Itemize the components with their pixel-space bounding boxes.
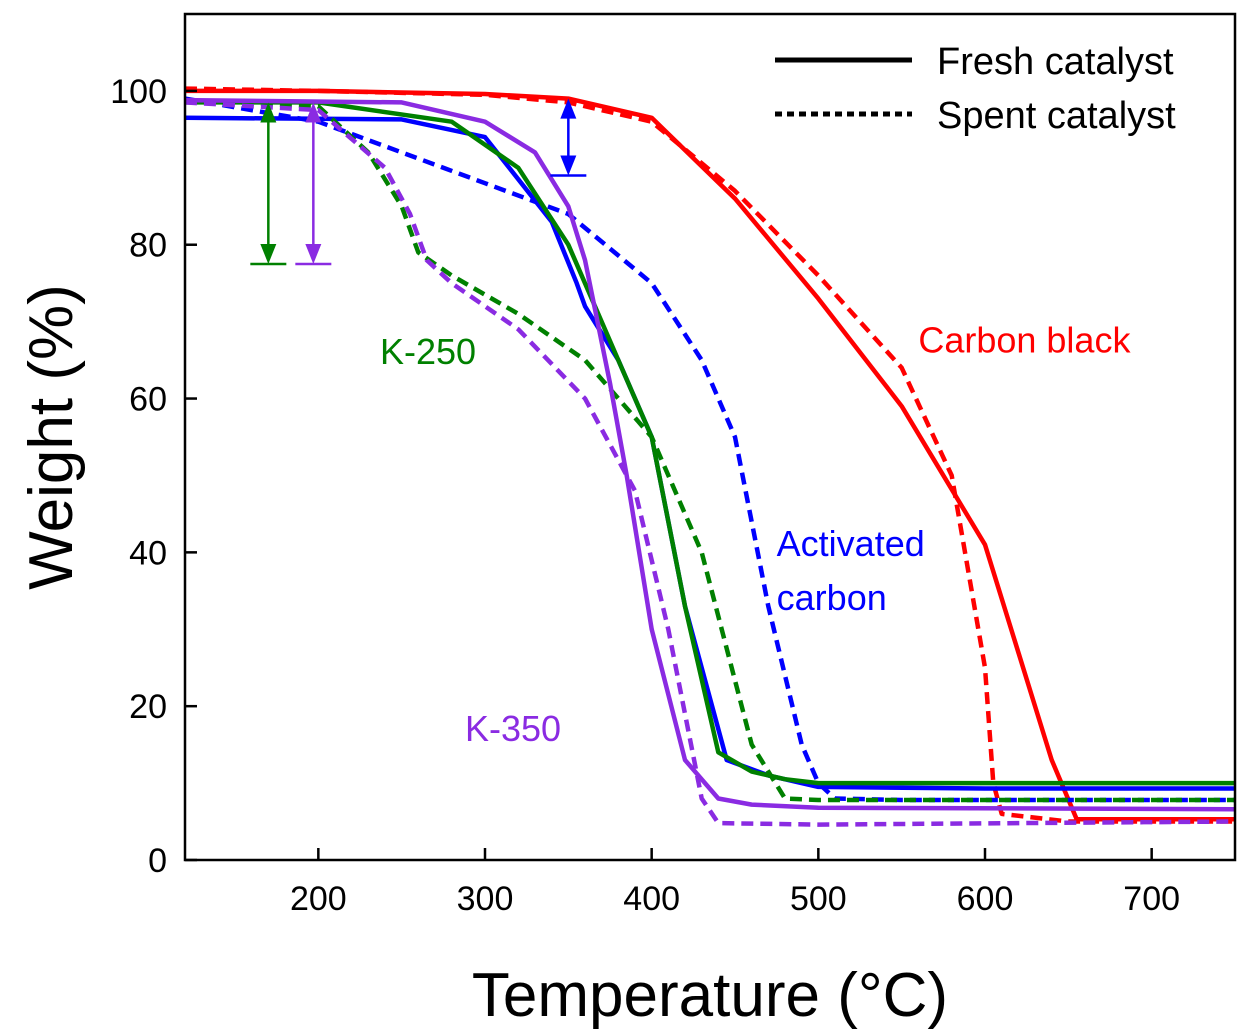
annotation-activated: Activated bbox=[777, 523, 925, 564]
y-tick-label: 20 bbox=[129, 688, 167, 726]
annotation-k-250: K-250 bbox=[380, 331, 476, 372]
y-tick-label: 0 bbox=[148, 842, 167, 880]
weight-loss-arrows bbox=[250, 98, 587, 266]
weight-loss-arrow bbox=[250, 102, 287, 266]
series-curves bbox=[184, 86, 1236, 827]
x-tick-label: 700 bbox=[1123, 880, 1180, 918]
y-tick-label: 40 bbox=[129, 534, 167, 572]
legend-label-fresh: Fresh catalyst bbox=[937, 41, 1174, 83]
annotation-carbon-black: Carbon black bbox=[918, 319, 1131, 360]
legend-label-spent: Spent catalyst bbox=[937, 95, 1176, 137]
series-k-350-spent-line bbox=[184, 100, 1236, 827]
annotation-k-350: K-350 bbox=[465, 708, 561, 749]
legend: Fresh catalyst Spent catalyst bbox=[775, 41, 1176, 137]
series-annotations: Carbon black Activated carbon K-250 K-350 bbox=[380, 319, 1131, 748]
series-k-250-spent-line bbox=[184, 97, 1235, 803]
series-activated-carbon-fresh-line bbox=[184, 115, 1235, 791]
x-tick-label: 200 bbox=[290, 880, 347, 918]
x-axis-title: Temperature (°C) bbox=[472, 961, 948, 1030]
series-carbon-black-fresh-line bbox=[185, 88, 1235, 822]
y-tick-label: 100 bbox=[110, 73, 167, 111]
weight-loss-arrow bbox=[295, 102, 332, 266]
x-tick-label: 400 bbox=[623, 880, 680, 918]
series-k-350-fresh-line bbox=[184, 97, 1236, 812]
annotation-carbon: carbon bbox=[777, 577, 887, 618]
series-activated-carbon-spent-line bbox=[184, 96, 1235, 803]
x-tick-label: 600 bbox=[957, 880, 1014, 918]
series-carbon-black-spent-line bbox=[184, 86, 1235, 824]
y-tick-label: 60 bbox=[129, 381, 167, 419]
y-axis-title: Weight (%) bbox=[17, 284, 86, 590]
plot-frame bbox=[183, 12, 1237, 862]
axis-ticks: 200 300 400 500 600 700 0 20 40 60 80 100 bbox=[110, 73, 1180, 918]
series-k-250-fresh-line bbox=[185, 100, 1235, 786]
x-tick-label: 300 bbox=[457, 880, 514, 918]
weight-loss-arrow bbox=[550, 98, 587, 177]
y-tick-label: 80 bbox=[129, 227, 167, 265]
x-tick-label: 500 bbox=[790, 880, 847, 918]
